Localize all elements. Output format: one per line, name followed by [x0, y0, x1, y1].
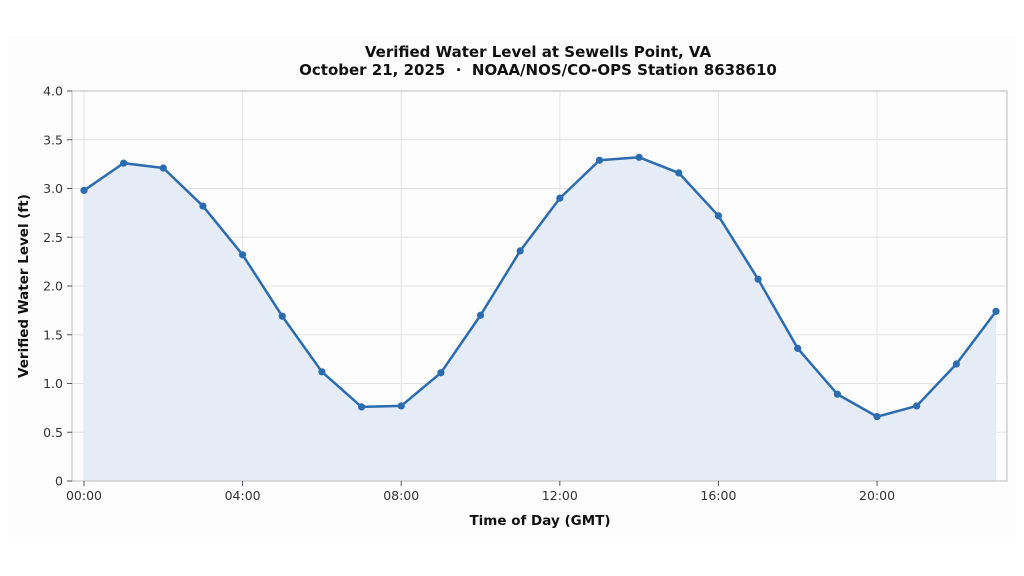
y-tick-label: 1.0 — [43, 376, 63, 391]
area-fill — [84, 157, 996, 482]
y-tick-label: 1.5 — [43, 327, 63, 342]
y-tick-label: 3.5 — [43, 132, 63, 147]
series-points — [80, 153, 1000, 421]
data-point — [952, 360, 960, 368]
data-point — [833, 390, 841, 398]
x-tick-label: 00:00 — [66, 488, 102, 503]
data-point — [239, 251, 247, 259]
axis-ticks: 0 0.5 1.0 1.5 2.0 2.5 3.0 3.5 4.0 00:00 04:00 08:00… — [43, 84, 895, 504]
series-line — [83, 156, 997, 418]
data-point — [80, 186, 88, 195]
data-point — [437, 369, 445, 377]
data-point — [635, 153, 643, 161]
data-point — [516, 247, 524, 255]
y-tick-label: 0 — [55, 474, 63, 489]
data-point — [357, 403, 366, 411]
chart-figure: Verified Water Level at Sewells Point, V… — [8, 36, 1016, 538]
y-tick-label: 2.0 — [43, 279, 63, 294]
data-point — [754, 275, 762, 283]
x-axis-label: Time of Day (GMT) — [469, 513, 610, 529]
data-point — [714, 212, 723, 220]
data-point — [556, 194, 564, 202]
x-tick-label: 12:00 — [542, 488, 578, 503]
y-axis-label: Verified Water Level (ft) — [16, 194, 32, 378]
data-point — [397, 402, 405, 410]
x-tick-label: 16:00 — [700, 488, 736, 503]
x-tick-label: 08:00 — [383, 488, 419, 503]
x-tick-label: 20:00 — [859, 488, 895, 503]
y-tick-label: 3.0 — [43, 181, 63, 196]
chart-subtitle: October 21, 2025 · NOAA/NOS/CO-OPS Stati… — [299, 61, 777, 79]
data-point — [120, 159, 128, 167]
y-tick-label: 4.0 — [43, 84, 63, 99]
data-point — [794, 344, 802, 352]
data-point — [675, 169, 683, 177]
data-point — [992, 307, 1000, 315]
y-tick-label: 2.5 — [43, 230, 63, 245]
x-tick-label: 04:00 — [225, 488, 261, 503]
data-point — [199, 202, 207, 210]
data-point — [159, 164, 167, 172]
chart-title: Verified Water Level at Sewells Point, V… — [365, 43, 712, 61]
data-point — [278, 312, 286, 320]
data-point — [913, 402, 921, 410]
y-tick-label: 0.5 — [43, 425, 63, 440]
data-point — [595, 156, 604, 164]
water-level-chart: Verified Water Level at Sewells Point, V… — [16, 43, 1008, 529]
data-point — [318, 368, 326, 376]
data-point — [476, 311, 485, 319]
data-point — [873, 413, 881, 421]
